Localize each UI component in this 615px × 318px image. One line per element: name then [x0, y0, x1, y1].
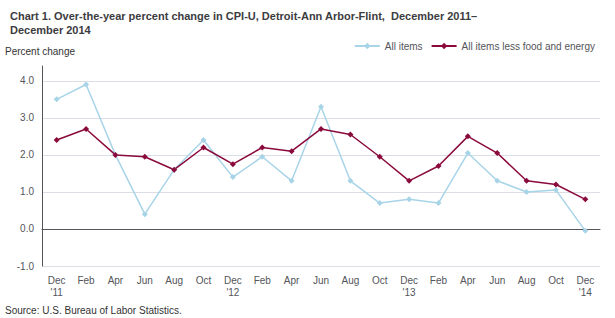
- svg-text:Dec: Dec: [48, 275, 66, 286]
- svg-text:'11: '11: [51, 287, 64, 298]
- svg-text:Aug: Aug: [165, 275, 183, 286]
- svg-text:Apr: Apr: [460, 275, 476, 286]
- svg-text:4.0: 4.0: [20, 75, 34, 86]
- svg-text:'13: '13: [403, 287, 416, 298]
- svg-text:Percent change: Percent change: [5, 46, 75, 57]
- svg-text:'12: '12: [226, 287, 239, 298]
- svg-text:Oct: Oct: [548, 275, 564, 286]
- svg-text:All items less food and energy: All items less food and energy: [462, 41, 595, 52]
- svg-text:Jun: Jun: [489, 275, 505, 286]
- svg-text:Dec: Dec: [576, 275, 594, 286]
- svg-text:All items: All items: [385, 41, 423, 52]
- svg-text:Jun: Jun: [313, 275, 329, 286]
- svg-text:'14: '14: [579, 287, 592, 298]
- svg-text:Feb: Feb: [254, 275, 272, 286]
- svg-text:Source: U.S. Bureau of Labor S: Source: U.S. Bureau of Labor Statistics.: [5, 305, 182, 316]
- svg-text:1.0: 1.0: [20, 186, 34, 197]
- svg-text:Oct: Oct: [196, 275, 212, 286]
- svg-text:Apr: Apr: [108, 275, 124, 286]
- svg-text:Feb: Feb: [77, 275, 95, 286]
- svg-text:December 2014: December 2014: [10, 24, 92, 36]
- svg-text:Jun: Jun: [137, 275, 153, 286]
- svg-text:2.0: 2.0: [20, 149, 34, 160]
- svg-text:Dec: Dec: [400, 275, 418, 286]
- svg-text:Chart 1. Over-the-year percent: Chart 1. Over-the-year percent change in…: [10, 10, 477, 22]
- svg-text:0.0: 0.0: [20, 223, 34, 234]
- svg-text:Aug: Aug: [518, 275, 536, 286]
- svg-text:Oct: Oct: [372, 275, 388, 286]
- svg-text:Dec: Dec: [224, 275, 242, 286]
- svg-text:-1.0: -1.0: [17, 261, 35, 272]
- svg-text:3.0: 3.0: [20, 112, 34, 123]
- svg-text:Aug: Aug: [341, 275, 359, 286]
- svg-text:Feb: Feb: [430, 275, 448, 286]
- svg-text:Apr: Apr: [284, 275, 300, 286]
